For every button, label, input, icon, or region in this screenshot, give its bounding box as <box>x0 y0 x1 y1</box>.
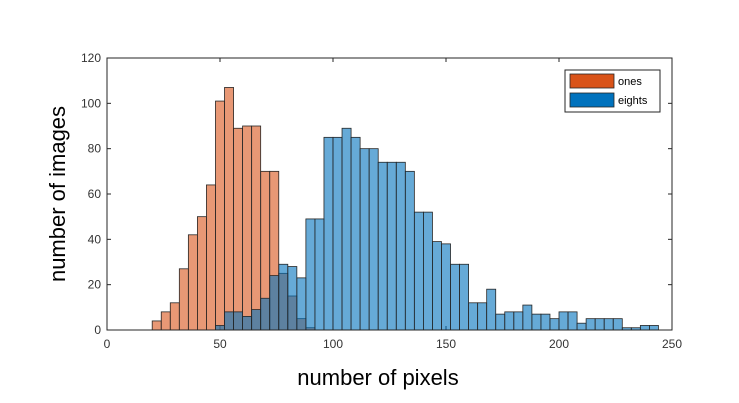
bar-eights-48 <box>649 325 659 331</box>
legend: ones eights <box>564 69 661 113</box>
x-tick-label: 50 <box>213 337 227 351</box>
y-tick-label: 100 <box>81 96 101 110</box>
series-eights-bars <box>215 127 659 331</box>
bar-ones-2 <box>169 302 180 331</box>
bar-eights-43 <box>603 318 614 331</box>
x-tick-label: 150 <box>436 337 456 351</box>
bar-eights-4 <box>251 309 262 331</box>
y-tick-label: 20 <box>88 278 102 292</box>
bar-eights-14 <box>341 127 352 331</box>
bar-eights-0 <box>215 325 225 331</box>
bar-ones-6 <box>206 184 216 331</box>
bar-eights-20 <box>395 161 406 331</box>
bar-ones-9 <box>233 127 243 331</box>
bar-eights-41 <box>585 318 596 331</box>
bar-eights-34 <box>522 304 533 331</box>
bar-eights-15 <box>350 136 361 331</box>
bar-eights-24 <box>432 241 442 331</box>
bar-eights-10 <box>305 218 316 331</box>
plot-frame <box>106 57 673 331</box>
bar-eights-12 <box>323 136 334 331</box>
legend-swatch-ones <box>569 73 615 89</box>
bar-eights-42 <box>594 318 605 331</box>
y-tick-label: 60 <box>88 187 102 201</box>
bar-ones-4 <box>187 234 198 331</box>
x-axis-label: number of pixels <box>297 365 458 390</box>
bar-ones-5 <box>196 216 207 331</box>
bar-eights-8 <box>287 266 298 331</box>
bar-eights-11 <box>314 218 325 331</box>
bar-eights-32 <box>504 311 515 331</box>
bar-eights-13 <box>332 136 343 331</box>
y-tick-label: 40 <box>88 232 102 246</box>
bar-eights-26 <box>450 263 460 331</box>
legend-label-eights: eights <box>618 95 648 107</box>
x-tick-label: 200 <box>549 337 569 351</box>
bar-eights-3 <box>242 315 253 331</box>
bar-ones-3 <box>178 268 189 331</box>
x-tick-label: 0 <box>104 337 111 351</box>
bar-eights-18 <box>377 161 388 331</box>
legend-swatch-eights <box>569 92 615 108</box>
bar-eights-40 <box>576 322 587 331</box>
x-tick-label: 250 <box>662 337 682 351</box>
bar-ones-7 <box>215 100 225 331</box>
y-axis-label: number of images <box>45 106 70 282</box>
bar-ones-11 <box>251 125 262 331</box>
y-tick-label: 80 <box>88 142 102 156</box>
bar-eights-27 <box>459 263 469 331</box>
x-tick-labels: 0 50 100 150 200 250 <box>104 337 683 351</box>
bar-eights-47 <box>639 325 650 331</box>
bar-eights-28 <box>468 302 479 331</box>
bar-eights-35 <box>531 313 542 331</box>
bar-ones-8 <box>224 87 234 331</box>
bar-eights-17 <box>368 148 379 331</box>
bar-ones-10 <box>242 125 253 331</box>
bar-eights-39 <box>567 311 578 331</box>
bar-eights-22 <box>413 211 424 331</box>
bar-eights-44 <box>612 318 623 331</box>
y-tick-label: 120 <box>81 51 101 65</box>
legend-label-ones: ones <box>618 76 642 88</box>
bar-eights-7 <box>278 263 289 331</box>
bar-eights-1 <box>224 311 234 331</box>
y-tick-label: 0 <box>94 323 101 337</box>
bar-eights-9 <box>296 277 307 331</box>
bar-eights-6 <box>269 275 280 331</box>
bar-eights-2 <box>233 311 243 331</box>
bar-eights-25 <box>441 243 451 331</box>
bar-eights-33 <box>513 311 524 331</box>
bar-eights-38 <box>558 311 569 331</box>
bar-eights-21 <box>404 170 415 331</box>
bar-eights-23 <box>422 211 433 331</box>
x-tick-label: 100 <box>323 337 343 351</box>
bar-eights-16 <box>359 148 370 331</box>
y-tick-labels: 0 20 40 60 80 100 120 <box>81 51 101 337</box>
bar-ones-0 <box>151 320 162 331</box>
bar-eights-19 <box>386 161 397 331</box>
bar-eights-31 <box>495 313 506 331</box>
bar-eights-36 <box>540 313 551 331</box>
bar-eights-29 <box>477 302 488 331</box>
bar-eights-37 <box>549 318 560 331</box>
bar-eights-5 <box>260 297 271 331</box>
bar-ones-1 <box>160 311 171 331</box>
bar-eights-30 <box>486 288 497 331</box>
